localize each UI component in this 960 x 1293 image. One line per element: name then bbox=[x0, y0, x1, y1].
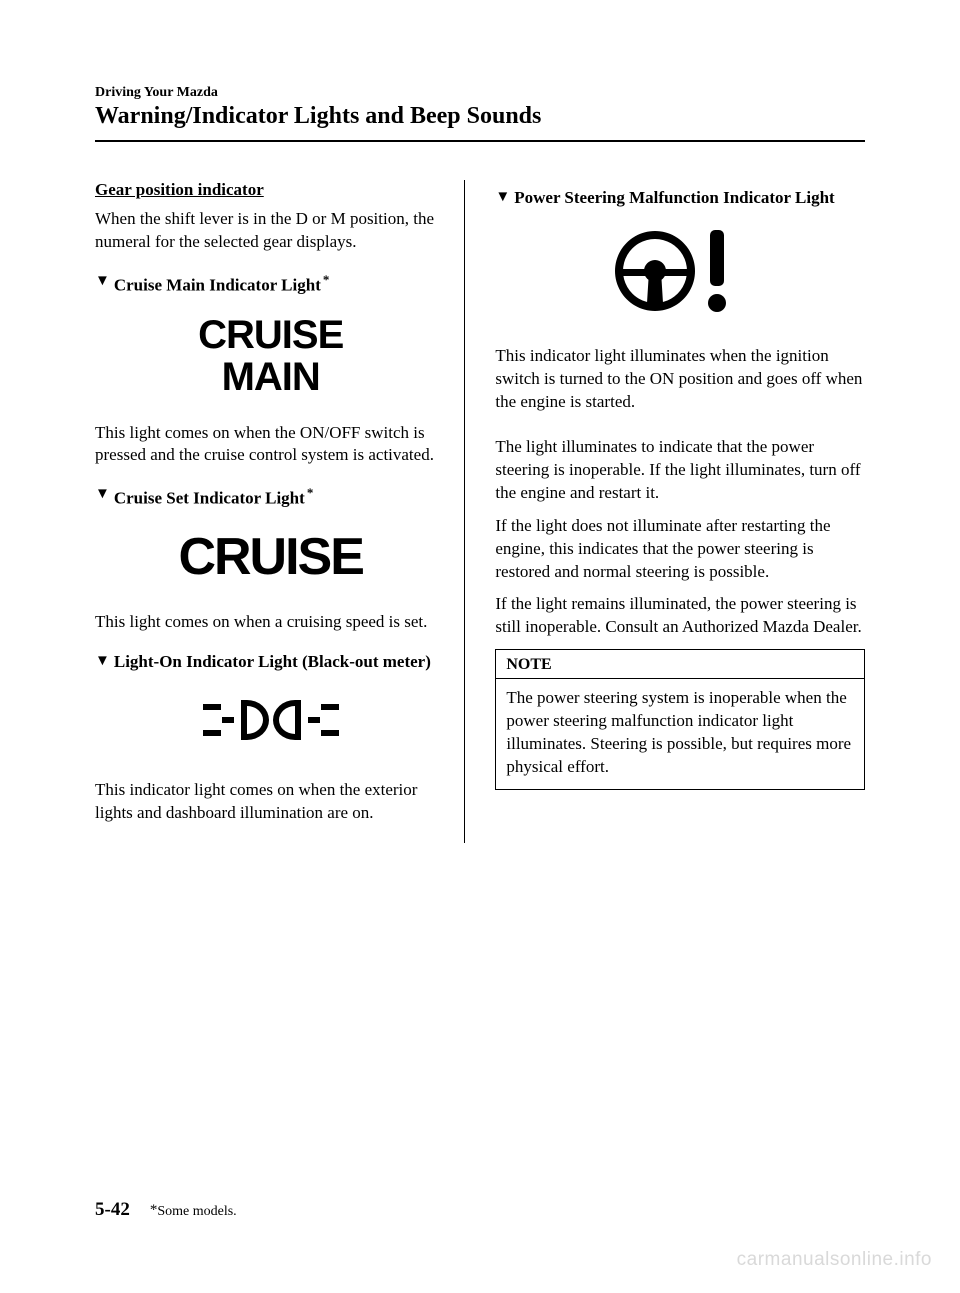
page-title: Warning/Indicator Lights and Beep Sounds bbox=[95, 103, 865, 130]
light-on-heading: ▼ Light-On Indicator Light (Black-out me… bbox=[95, 652, 446, 672]
cruise-main-line1: CRUISE bbox=[95, 314, 446, 356]
header-divider bbox=[95, 140, 865, 142]
page-number: 5-42 bbox=[95, 1199, 130, 1221]
cruise-main-section: ▼ Cruise Main Indicator Light* CRUISE MA… bbox=[95, 272, 446, 468]
cruise-main-heading: ▼ Cruise Main Indicator Light* bbox=[95, 272, 446, 296]
chapter-title: Driving Your Mazda bbox=[95, 85, 865, 101]
note-body: The power steering system is inoperable … bbox=[496, 679, 864, 789]
footer: 5-42 *Some models. bbox=[95, 1199, 237, 1221]
cruise-set-heading-text: Cruise Set Indicator Light* bbox=[114, 485, 313, 509]
asterisk-icon: * bbox=[307, 485, 314, 500]
light-on-indicator bbox=[95, 690, 446, 755]
gear-section: Gear position indicator When the shift l… bbox=[95, 180, 446, 254]
down-arrow-icon: ▼ bbox=[495, 188, 510, 208]
asterisk-icon: * bbox=[323, 272, 330, 287]
power-steering-heading: ▼ Power Steering Malfunction Indicator L… bbox=[495, 188, 865, 208]
content-columns: Gear position indicator When the shift l… bbox=[95, 180, 865, 843]
footnote-text: Some models. bbox=[157, 1204, 236, 1219]
light-on-body: This indicator light comes on when the e… bbox=[95, 779, 446, 825]
gear-body: When the shift lever is in the D or M po… bbox=[95, 208, 446, 254]
power-steering-section: ▼ Power Steering Malfunction Indicator L… bbox=[495, 188, 865, 790]
cruise-main-heading-label: Cruise Main Indicator Light bbox=[114, 276, 321, 295]
cruise-set-body: This light comes on when a cruising spee… bbox=[95, 611, 446, 634]
power-steering-heading-text: Power Steering Malfunction Indicator Lig… bbox=[514, 188, 834, 208]
power-steering-body4: If the light remains illuminated, the po… bbox=[495, 593, 865, 639]
header: Driving Your Mazda Warning/Indicator Lig… bbox=[95, 85, 865, 142]
down-arrow-icon: ▼ bbox=[95, 272, 110, 292]
note-box: NOTE The power steering system is inoper… bbox=[495, 649, 865, 790]
light-on-heading-text: Light-On Indicator Light (Black-out mete… bbox=[114, 652, 431, 672]
cruise-set-section: ▼ Cruise Set Indicator Light* CRUISE Thi… bbox=[95, 485, 446, 634]
down-arrow-icon: ▼ bbox=[95, 485, 110, 505]
light-on-section: ▼ Light-On Indicator Light (Black-out me… bbox=[95, 652, 446, 825]
cruise-main-heading-text: Cruise Main Indicator Light* bbox=[114, 272, 330, 296]
cruise-set-heading-label: Cruise Set Indicator Light bbox=[114, 489, 305, 508]
down-arrow-icon: ▼ bbox=[95, 652, 110, 672]
footnote: *Some models. bbox=[150, 1202, 237, 1220]
cruise-main-indicator: CRUISE MAIN bbox=[95, 314, 446, 398]
steering-wheel-warning-icon bbox=[610, 226, 750, 316]
note-title-row: NOTE bbox=[496, 650, 864, 678]
left-column: Gear position indicator When the shift l… bbox=[95, 180, 465, 843]
right-column: ▼ Power Steering Malfunction Indicator L… bbox=[495, 180, 865, 843]
power-steering-indicator bbox=[495, 226, 865, 321]
gear-title: Gear position indicator bbox=[95, 180, 446, 200]
cruise-set-heading: ▼ Cruise Set Indicator Light* bbox=[95, 485, 446, 509]
watermark: carmanualsonline.info bbox=[737, 1249, 932, 1271]
page-container: Driving Your Mazda Warning/Indicator Lig… bbox=[0, 0, 960, 1293]
note-title: NOTE bbox=[506, 656, 551, 673]
cruise-main-line2: MAIN bbox=[95, 356, 446, 398]
cruise-main-body: This light comes on when the ON/OFF swit… bbox=[95, 422, 446, 468]
light-on-icon bbox=[201, 690, 341, 750]
power-steering-body2: The light illuminates to indicate that t… bbox=[495, 436, 865, 505]
spacer bbox=[495, 424, 865, 436]
cruise-set-indicator: CRUISE bbox=[95, 527, 446, 587]
power-steering-body1: This indicator light illuminates when th… bbox=[495, 345, 865, 414]
power-steering-body3: If the light does not illuminate after r… bbox=[495, 515, 865, 584]
cruise-set-text: CRUISE bbox=[95, 527, 446, 587]
